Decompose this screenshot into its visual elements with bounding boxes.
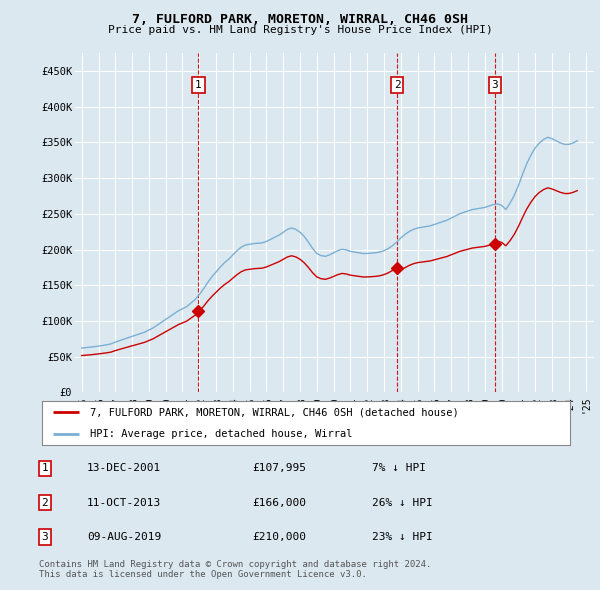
Text: 09-AUG-2019: 09-AUG-2019: [87, 532, 161, 542]
Text: 7, FULFORD PARK, MORETON, WIRRAL, CH46 0SH (detached house): 7, FULFORD PARK, MORETON, WIRRAL, CH46 0…: [89, 407, 458, 417]
Text: 2: 2: [394, 80, 401, 90]
Text: £210,000: £210,000: [252, 532, 306, 542]
Text: 1: 1: [195, 80, 202, 90]
Text: 7% ↓ HPI: 7% ↓ HPI: [372, 464, 426, 473]
Text: 3: 3: [491, 80, 499, 90]
Text: HPI: Average price, detached house, Wirral: HPI: Average price, detached house, Wirr…: [89, 430, 352, 440]
Text: £107,995: £107,995: [252, 464, 306, 473]
Text: 7, FULFORD PARK, MORETON, WIRRAL, CH46 0SH: 7, FULFORD PARK, MORETON, WIRRAL, CH46 0…: [132, 13, 468, 26]
Text: £166,000: £166,000: [252, 498, 306, 507]
Text: 11-OCT-2013: 11-OCT-2013: [87, 498, 161, 507]
Text: 2: 2: [41, 498, 49, 507]
Text: 1: 1: [41, 464, 49, 473]
Text: Price paid vs. HM Land Registry's House Price Index (HPI): Price paid vs. HM Land Registry's House …: [107, 25, 493, 35]
Text: Contains HM Land Registry data © Crown copyright and database right 2024.
This d: Contains HM Land Registry data © Crown c…: [39, 560, 431, 579]
Text: 3: 3: [41, 532, 49, 542]
Text: 23% ↓ HPI: 23% ↓ HPI: [372, 532, 433, 542]
Text: 13-DEC-2001: 13-DEC-2001: [87, 464, 161, 473]
Text: 26% ↓ HPI: 26% ↓ HPI: [372, 498, 433, 507]
